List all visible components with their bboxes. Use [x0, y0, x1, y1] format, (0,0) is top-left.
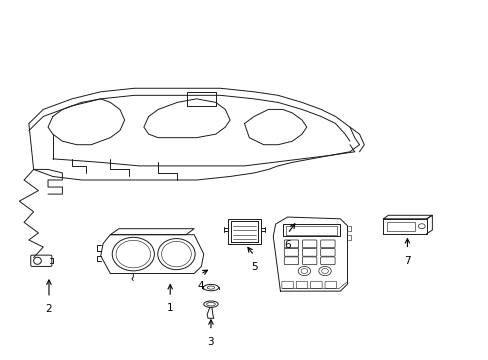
Text: 3: 3	[207, 337, 214, 347]
Text: 4: 4	[197, 280, 203, 291]
Text: 7: 7	[403, 256, 410, 266]
Text: 1: 1	[166, 303, 173, 314]
Text: 5: 5	[250, 262, 257, 272]
Text: 2: 2	[45, 304, 52, 314]
Text: 6: 6	[284, 240, 290, 250]
